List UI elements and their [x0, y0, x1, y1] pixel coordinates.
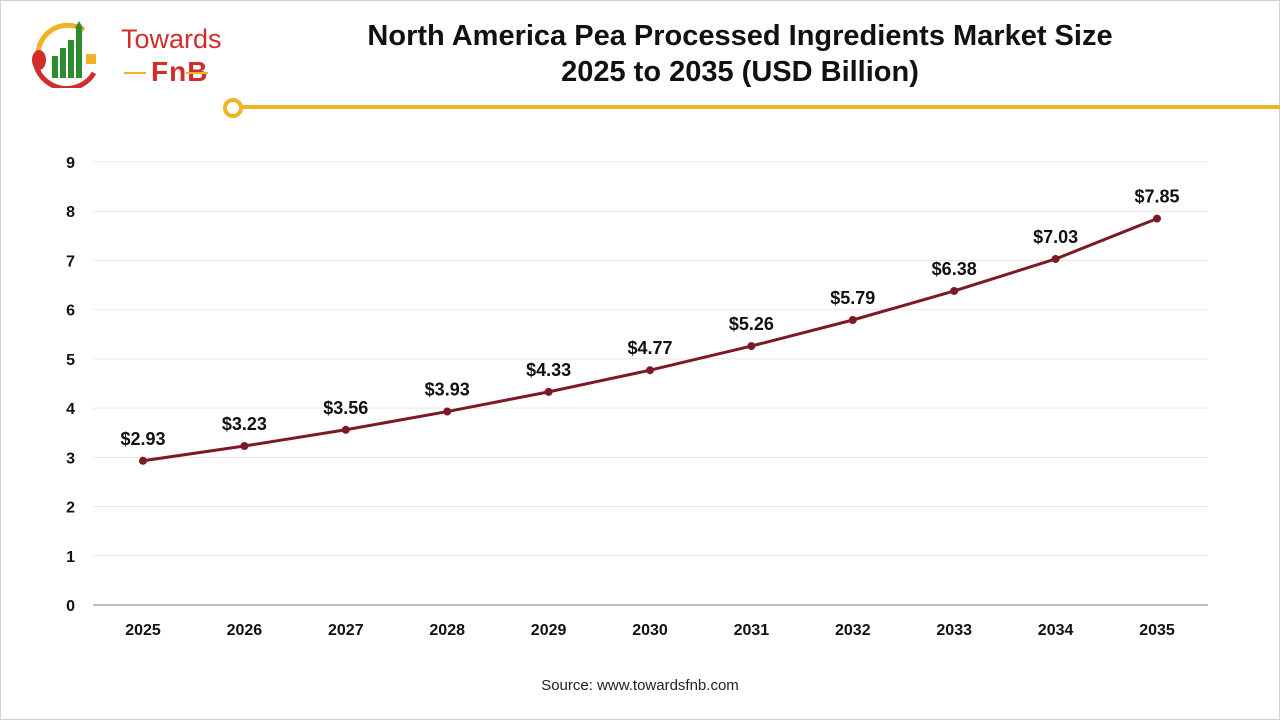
y-tick-label: 5 — [66, 352, 75, 369]
data-label: $3.23 — [222, 414, 267, 434]
data-point — [240, 442, 249, 451]
accent-divider-dot — [223, 98, 243, 118]
data-label: $2.93 — [120, 429, 165, 449]
y-tick-label: 7 — [66, 253, 75, 270]
x-tick-label: 2031 — [734, 622, 770, 639]
data-label: $7.85 — [1134, 187, 1179, 207]
y-tick-label: 0 — [66, 598, 75, 615]
x-tick-label: 2026 — [227, 622, 263, 639]
data-point — [747, 342, 756, 351]
source-note: Source: www.towardsfnb.com — [541, 677, 739, 694]
x-tick-label: 2027 — [328, 622, 364, 639]
chart-title-line-2: 2025 to 2035 (USD Billion) — [561, 56, 919, 88]
logo-text-fnb: FnB — [151, 56, 209, 87]
data-label: $6.38 — [932, 259, 977, 279]
data-label: $4.33 — [526, 360, 571, 380]
x-tick-label: 2035 — [1139, 622, 1175, 639]
y-tick-label: 6 — [66, 303, 75, 320]
logo-icon — [32, 21, 97, 92]
y-tick-label: 1 — [66, 549, 75, 566]
x-tick-label: 2028 — [429, 622, 465, 639]
data-point — [1051, 254, 1060, 263]
x-tick-label: 2029 — [531, 622, 567, 639]
x-tick-label: 2025 — [125, 622, 161, 639]
data-label: $3.56 — [323, 398, 368, 418]
data-label: $3.93 — [425, 380, 470, 400]
data-point — [1153, 214, 1161, 223]
logo-text-towards: Towards — [121, 24, 222, 54]
chart-title: North America Pea Processed Ingredients … — [290, 18, 1190, 90]
y-tick-label: 8 — [66, 204, 75, 221]
data-label: $5.26 — [729, 314, 774, 334]
x-tick-label: 2030 — [632, 622, 668, 639]
data-label: $4.77 — [627, 338, 672, 358]
data-label: $7.03 — [1033, 227, 1078, 247]
y-tick-label: 9 — [66, 155, 75, 172]
data-point — [139, 456, 147, 465]
y-tick-label: 4 — [66, 401, 75, 418]
y-tick-label: 3 — [66, 450, 75, 467]
data-point — [341, 425, 350, 434]
data-point — [544, 387, 553, 396]
data-point — [646, 366, 654, 375]
x-tick-label: 2033 — [936, 622, 972, 639]
x-tick-label: 2032 — [835, 622, 871, 639]
x-tick-label: 2034 — [1038, 622, 1074, 639]
data-label: $5.79 — [830, 288, 875, 308]
data-point — [950, 286, 959, 295]
y-tick-label: 2 — [66, 500, 75, 517]
towards-fnb-logo: Towards FnB — [24, 18, 222, 92]
data-point — [848, 316, 857, 325]
chart-title-line-1: North America Pea Processed Ingredients … — [367, 20, 1113, 52]
data-point — [443, 407, 452, 416]
